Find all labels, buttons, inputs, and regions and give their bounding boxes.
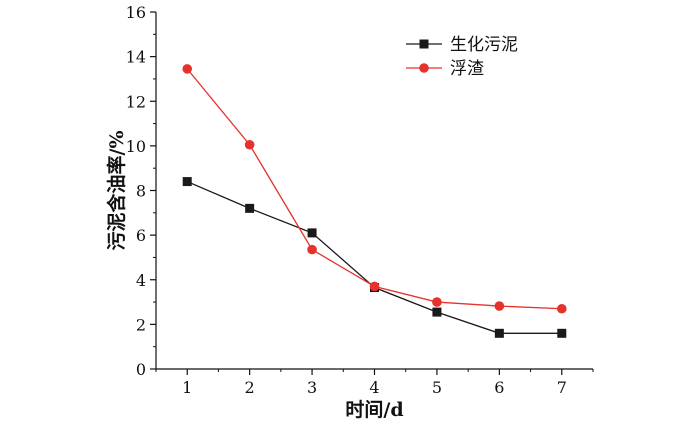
x-tick-label: 4 — [369, 378, 379, 397]
y-ticks: 0 2 4 6 8 10 12 14 16 — [126, 3, 156, 379]
data-point — [432, 307, 442, 317]
data-point — [307, 244, 317, 255]
legend-item: 生化污泥 — [406, 35, 518, 55]
y-tick-label: 0 — [136, 360, 146, 379]
data-point — [182, 64, 193, 74]
data-point — [369, 281, 380, 292]
data-point — [307, 228, 317, 238]
legend-item: 浮渣 — [406, 59, 484, 79]
series-2 — [182, 64, 567, 314]
data-point — [556, 303, 567, 314]
y-tick-label: 4 — [136, 271, 146, 290]
data-point — [432, 297, 442, 307]
legend-label: 浮渣 — [450, 59, 484, 79]
x-tick-label: 6 — [494, 378, 504, 397]
y-tick-label: 14 — [126, 48, 146, 67]
x-tick-label: 3 — [307, 378, 317, 397]
x-tick-label: 2 — [245, 378, 255, 397]
y-tick-label: 6 — [136, 226, 146, 245]
x-axis-title: 时间/d — [345, 399, 403, 421]
data-point — [494, 328, 504, 338]
y-tick-label: 10 — [126, 137, 146, 156]
axes — [155, 12, 593, 370]
x-tick-label: 1 — [182, 378, 192, 397]
data-point — [557, 328, 567, 338]
data-point — [245, 203, 255, 213]
data-point — [182, 177, 192, 187]
y-tick-label: 8 — [136, 182, 146, 201]
series-1 — [182, 177, 567, 338]
series-layer — [182, 64, 567, 338]
y-tick-label: 2 — [136, 315, 146, 334]
x-tick-label: 5 — [432, 378, 442, 397]
data-point — [244, 139, 255, 150]
series-line — [186, 68, 562, 310]
y-tick-label: 16 — [126, 3, 146, 22]
y-axis-title: 污泥含油率/% — [105, 131, 128, 251]
data-point — [494, 301, 505, 311]
legend-label: 生化污泥 — [450, 35, 518, 55]
legend-marker — [419, 63, 429, 73]
x-tick-label: 7 — [557, 378, 567, 397]
series-line — [186, 180, 562, 334]
x-ticks: 1 2 3 4 5 6 7 — [155, 369, 594, 397]
y-tick-label: 12 — [126, 92, 146, 111]
legend-marker — [419, 39, 429, 49]
